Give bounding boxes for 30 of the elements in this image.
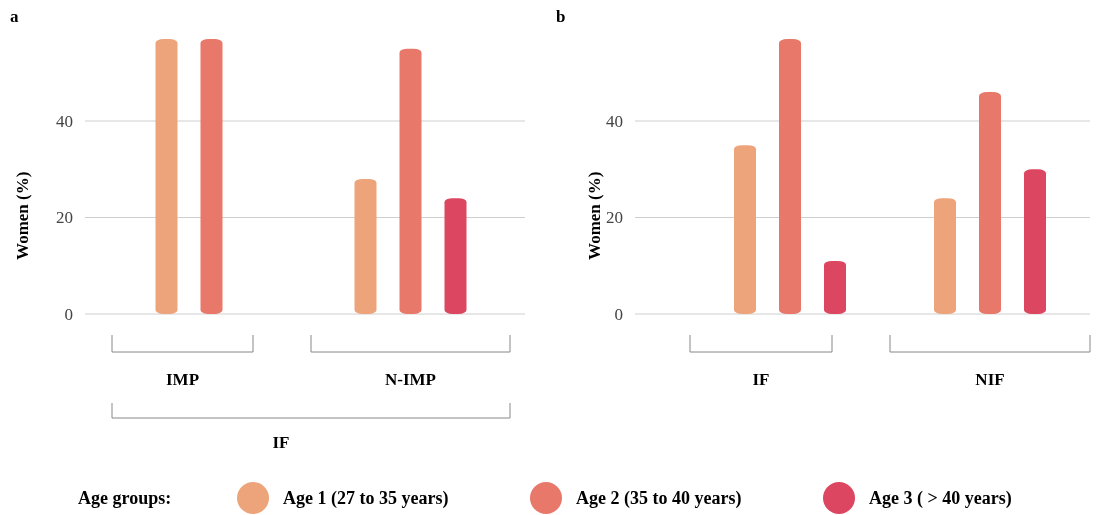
y-tick-label: 20	[56, 208, 73, 228]
bar	[444, 198, 467, 314]
bar	[734, 145, 756, 314]
legend-label: Age 3 ( > 40 years)	[869, 488, 1012, 509]
legend-label: Age 1 (27 to 35 years)	[283, 488, 449, 509]
legend-title: Age groups:	[78, 488, 172, 508]
bar	[979, 92, 1001, 314]
y-tick-label: 40	[56, 111, 73, 131]
y-axis-title: Women (%)	[13, 171, 32, 260]
y-axis-title: Women (%)	[585, 171, 604, 260]
chart-title: b	[556, 7, 566, 26]
y-tick-label: 0	[64, 304, 73, 324]
y-tick-label: 0	[614, 304, 623, 324]
chart-title: a	[10, 7, 19, 26]
bar	[779, 38, 801, 314]
bar	[155, 38, 178, 314]
x-axis-title: IF	[272, 433, 290, 452]
x-tick-label: IF	[752, 370, 770, 389]
x-tick-label: N-IMP	[385, 370, 436, 389]
x-tick-label: NIF	[975, 370, 1005, 389]
bar	[1024, 169, 1046, 314]
legend-label: Age 2 (35 to 40 years)	[576, 488, 742, 509]
x-tick-label: IMP	[165, 370, 200, 389]
bar	[399, 48, 422, 314]
bar	[200, 38, 223, 314]
y-tick-label: 40	[606, 111, 623, 131]
bar	[354, 178, 377, 314]
bar	[824, 260, 846, 314]
bar	[934, 198, 956, 314]
y-tick-label: 20	[606, 208, 623, 228]
